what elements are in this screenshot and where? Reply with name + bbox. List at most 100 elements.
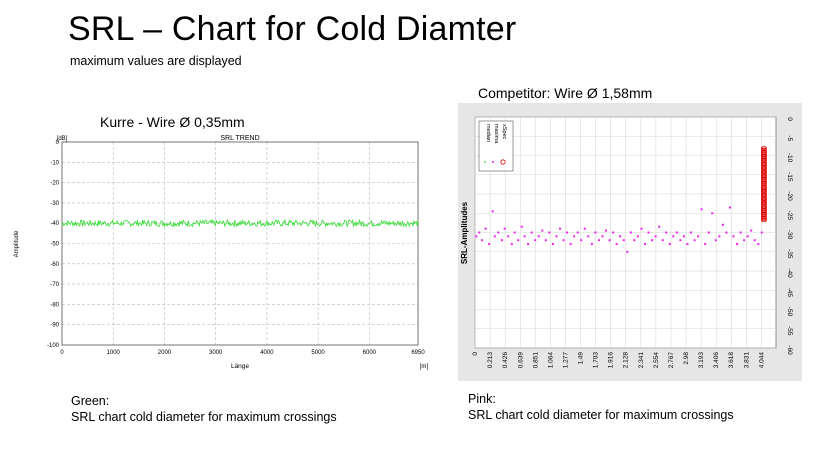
left-x-tick-label: 0 bbox=[60, 350, 64, 356]
left-caption-text: SRL chart cold diameter for maximum cros… bbox=[71, 410, 337, 424]
maxima-point bbox=[576, 231, 579, 234]
maxima-point bbox=[753, 239, 756, 242]
maxima-point bbox=[739, 231, 742, 234]
right-caption: Pink: SRL chart cold diameter for maximu… bbox=[468, 391, 734, 423]
maxima-point bbox=[541, 229, 544, 232]
maxima-point bbox=[760, 231, 763, 234]
maxima-point bbox=[682, 235, 685, 238]
maxima-point bbox=[573, 235, 576, 238]
right-series-xspec bbox=[761, 146, 767, 223]
right-x-tick-label: 0 bbox=[472, 352, 479, 356]
right-y-tick-label: -35 bbox=[786, 249, 793, 259]
right-x-tick-label: 3.193 bbox=[698, 352, 705, 369]
left-y-tick-label: -30 bbox=[50, 201, 59, 207]
maxima-point bbox=[566, 231, 569, 234]
maxima-point bbox=[658, 225, 661, 228]
maxima-point bbox=[497, 231, 500, 234]
right-x-tick-label: 3.831 bbox=[743, 352, 750, 369]
left-y-tick-label: -10 bbox=[50, 160, 59, 166]
maxima-point bbox=[718, 235, 721, 238]
right-chart-heading: Competitor: Wire Ø 1,58mm bbox=[478, 85, 653, 101]
left-y-tick-label: -40 bbox=[50, 221, 59, 227]
right-x-tick-label: 1.703 bbox=[593, 352, 600, 369]
right-x-tick-label: 3.618 bbox=[728, 352, 735, 369]
right-x-tick-label: 0.851 bbox=[532, 352, 539, 369]
right-x-tick-label: 1.064 bbox=[547, 352, 554, 369]
right-y-label: SRL-Amplitudes bbox=[460, 201, 469, 264]
maxima-point bbox=[615, 243, 618, 246]
maxima-point bbox=[590, 243, 593, 246]
xspec-marker bbox=[761, 219, 767, 223]
maxima-point bbox=[686, 243, 689, 246]
right-x-tick-label: 1.49 bbox=[578, 352, 585, 365]
maxima-point bbox=[601, 235, 604, 238]
maxima-point bbox=[736, 243, 739, 246]
left-chart-title: SRL TREND bbox=[220, 135, 259, 142]
left-y-unit: [dB] bbox=[57, 136, 68, 142]
maxima-point bbox=[697, 235, 700, 238]
maxima-point bbox=[612, 231, 615, 234]
left-y-tick-label: -60 bbox=[50, 262, 59, 268]
maxima-point bbox=[700, 208, 703, 211]
maxima-point bbox=[520, 225, 523, 228]
right-x-tick-label: 2.128 bbox=[623, 352, 630, 369]
maxima-point bbox=[633, 239, 636, 242]
left-chart-heading: Kurre - Wire Ø 0,35mm bbox=[100, 114, 245, 130]
maxima-point bbox=[647, 231, 650, 234]
left-y-tick-label: -70 bbox=[50, 282, 59, 288]
right-caption-title: Pink: bbox=[468, 392, 496, 406]
left-y-label: Amplitude bbox=[14, 230, 20, 257]
legend-maxima: maxima bbox=[493, 124, 499, 144]
maxima-point bbox=[707, 231, 710, 234]
srl-amplitudes-chart: SRL-Amplitudes 0 -5 -10 -15 -20 -25 -30 -35 -40 -… bbox=[460, 116, 793, 368]
maxima-point bbox=[665, 231, 668, 234]
maxima-point bbox=[583, 227, 586, 230]
left-x-tick-label: 6000 bbox=[363, 350, 377, 356]
maxima-point bbox=[481, 239, 484, 242]
left-y-tick-label: 0 bbox=[56, 140, 60, 146]
maxima-point bbox=[478, 231, 481, 234]
maxima-point bbox=[675, 231, 678, 234]
right-chart-ticks: 0 -5 -10 -15 -20 -25 -30 -35 -40 -45 -50 -55 -60 0 0.2… bbox=[472, 117, 793, 368]
left-x-tick-label: 4000 bbox=[260, 350, 274, 356]
maxima-point bbox=[530, 231, 533, 234]
maxima-point bbox=[475, 235, 478, 238]
left-series-maximum bbox=[61, 218, 419, 228]
right-chart-legend: median maxima xSpec bbox=[478, 120, 514, 172]
legend-median-marker bbox=[484, 161, 486, 163]
maxima-point bbox=[534, 239, 537, 242]
maxima-point bbox=[562, 239, 565, 242]
maxima-point bbox=[503, 227, 506, 230]
left-x-tick-label: 6950 bbox=[411, 350, 425, 356]
left-x-tick-label: 1000 bbox=[107, 350, 121, 356]
maxima-point bbox=[580, 239, 583, 242]
right-x-tick-label: 2.767 bbox=[668, 352, 675, 369]
left-x-label: Länge bbox=[231, 363, 249, 370]
maxima-point bbox=[569, 243, 572, 246]
maxima-point bbox=[605, 229, 608, 232]
right-y-tick-label: -60 bbox=[786, 345, 793, 355]
right-y-tick-label: -30 bbox=[786, 230, 793, 240]
left-x-tick-label: 5000 bbox=[311, 350, 325, 356]
right-x-tick-label: 3.406 bbox=[713, 352, 720, 369]
maxima-point bbox=[711, 212, 714, 215]
maxima-point bbox=[690, 231, 693, 234]
right-y-tick-label: 0 bbox=[786, 117, 793, 121]
maxima-point bbox=[668, 243, 671, 246]
maxima-point bbox=[608, 239, 611, 242]
right-x-tick-label: 4.044 bbox=[758, 352, 765, 369]
maxima-point bbox=[743, 239, 746, 242]
maxima-point bbox=[527, 243, 530, 246]
maxima-point bbox=[654, 235, 657, 238]
maxima-point bbox=[558, 227, 561, 230]
left-x-tick-label: 3000 bbox=[209, 350, 223, 356]
right-x-tick-label: 2.98 bbox=[683, 352, 690, 365]
maxima-point bbox=[622, 239, 625, 242]
right-y-tick-label: -40 bbox=[786, 268, 793, 278]
left-caption-title: Green: bbox=[71, 394, 110, 408]
right-x-tick-label: 2.341 bbox=[638, 352, 645, 369]
maxima-point bbox=[544, 239, 547, 242]
right-x-tick-label: 0.639 bbox=[517, 352, 524, 369]
maxima-point bbox=[629, 231, 632, 234]
right-x-tick-label: 1.916 bbox=[608, 352, 615, 369]
